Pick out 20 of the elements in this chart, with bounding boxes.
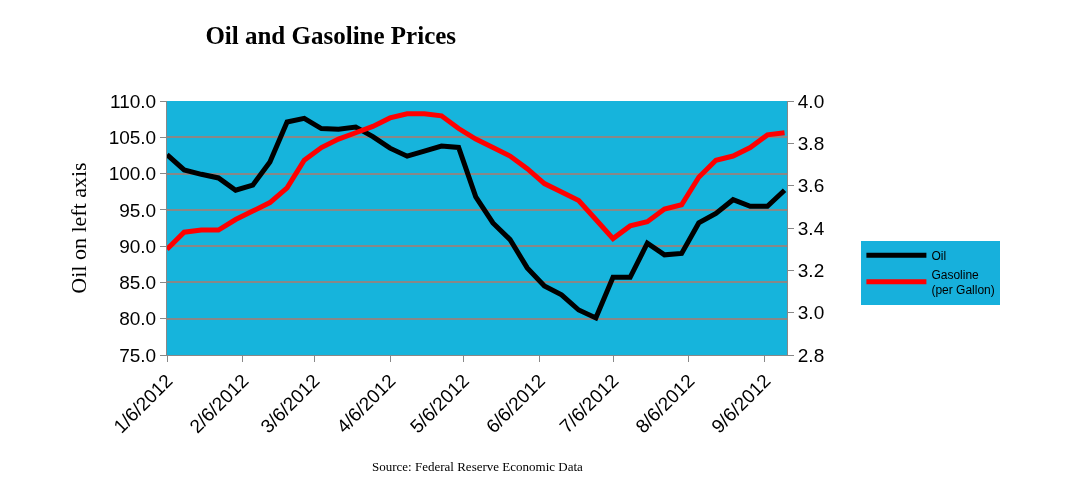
y2-tick-label: 2.8 [797, 344, 825, 366]
chart-title: Oil and Gasoline Prices [205, 21, 457, 49]
legend-label: Oil [931, 248, 947, 263]
y-tick-label: 110.0 [110, 90, 157, 112]
y-tick-label: 85.0 [119, 272, 157, 294]
y-tick-label: 105.0 [108, 126, 157, 148]
y-tick-label: 80.0 [119, 308, 157, 330]
y2-tick-label: 3.4 [797, 217, 825, 239]
y-tick-label: 100.0 [108, 163, 157, 185]
y2-tick-label: 3.2 [797, 259, 825, 281]
y-tick-label: 75.0 [119, 344, 157, 366]
y-tick-label: 90.0 [119, 235, 157, 257]
y2-tick-label: 3.8 [797, 132, 825, 154]
y-axis-title: Oil on left axis [66, 162, 92, 294]
y-tick-label: 95.0 [119, 199, 157, 221]
y2-tick-label: 3.6 [797, 175, 825, 197]
legend-label: Gasoline (per Gallon) [931, 267, 995, 298]
source-note: Source: Federal Reserve Economic Data [372, 459, 584, 474]
y2-tick-label: 4.0 [797, 90, 825, 112]
y2-tick-label: 3.0 [797, 302, 825, 324]
